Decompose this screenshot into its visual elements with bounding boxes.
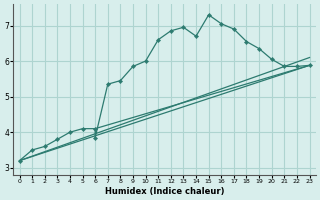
X-axis label: Humidex (Indice chaleur): Humidex (Indice chaleur)	[105, 187, 224, 196]
